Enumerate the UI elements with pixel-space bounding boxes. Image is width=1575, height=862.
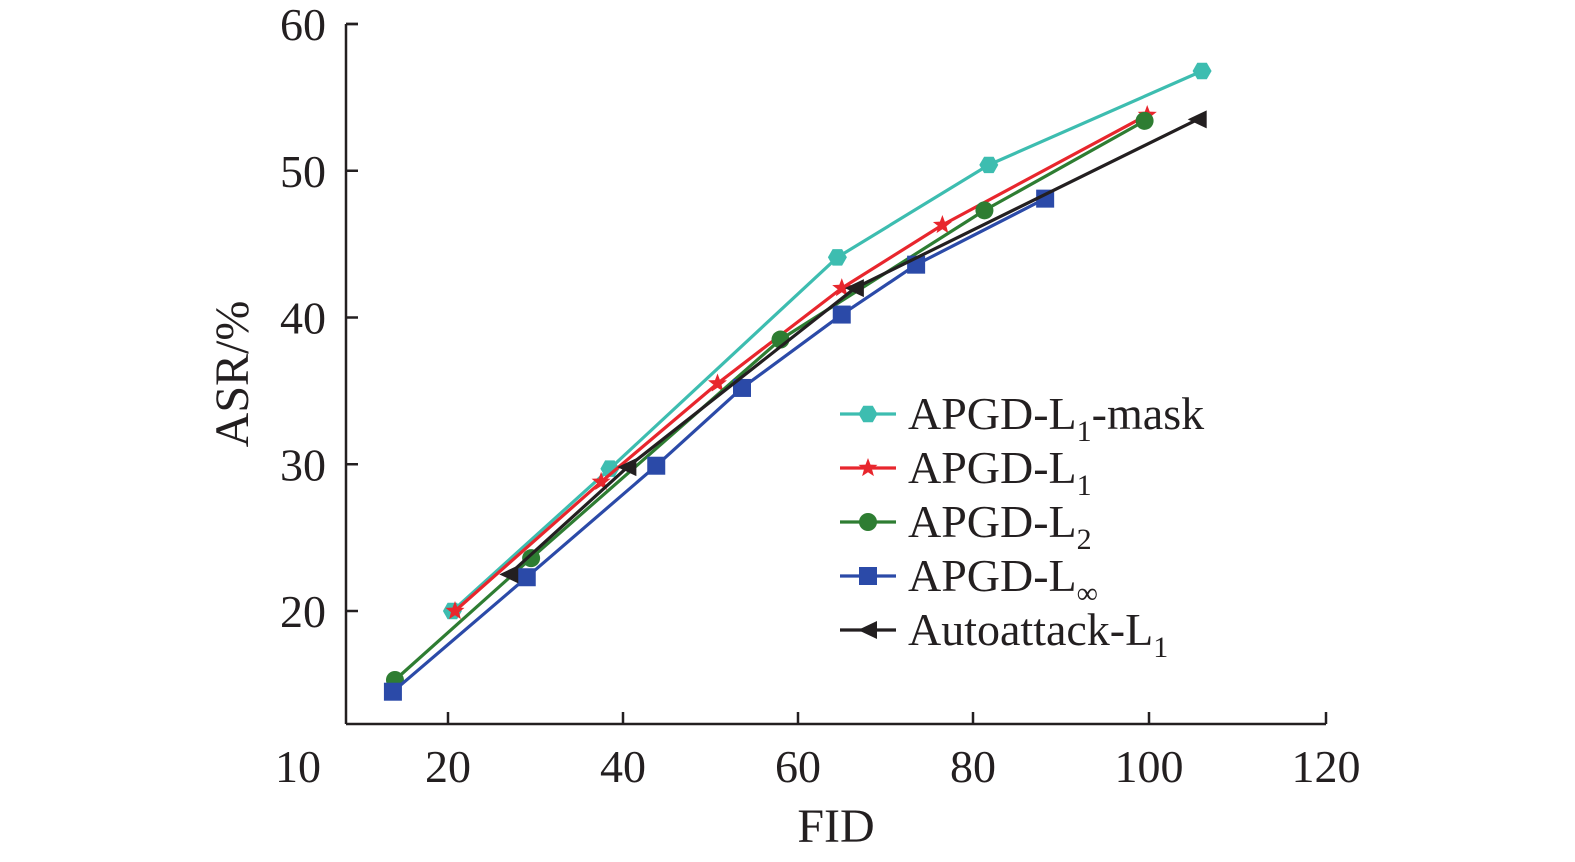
data-point: [591, 471, 611, 490]
legend-label-subscript: 1: [1077, 469, 1092, 502]
y-tick-label: 50: [280, 146, 326, 197]
legend-marker: [858, 621, 877, 639]
series-0: [442, 62, 1212, 620]
legend-label-main: Autoattack-L: [908, 604, 1153, 655]
legend-marker: [858, 405, 878, 423]
x-tick-label: 10: [275, 741, 321, 792]
data-point: [1187, 110, 1207, 129]
legend-entry: APGD-L∞: [840, 550, 1098, 610]
data-point: [844, 279, 864, 298]
legend-label: APGD-L∞: [908, 550, 1098, 610]
y-tick-label: 20: [280, 586, 326, 637]
x-tick-label: 120: [1292, 741, 1361, 792]
data-point: [979, 156, 999, 174]
legend-label-suffix: -mask: [1092, 388, 1204, 439]
legend-label-subscript: 1: [1077, 415, 1092, 448]
legend-label: APGD-L1-mask: [908, 388, 1204, 448]
tick-marks: 10 20 40 60 80 100 120 20 30 40 50 60: [275, 0, 1361, 792]
data-point: [499, 565, 519, 584]
data-point: [832, 278, 852, 297]
x-tick-label: 40: [600, 741, 646, 792]
x-axis-title: FID: [797, 800, 874, 853]
legend-entry: APGD-L1-mask: [840, 388, 1204, 448]
data-point: [1135, 111, 1154, 130]
data-point: [522, 549, 541, 568]
series-3: [383, 189, 1055, 701]
data-point: [517, 568, 536, 587]
x-tick-label: 60: [775, 741, 821, 792]
data-point: [1036, 189, 1055, 208]
legend-label-main: APGD-L: [908, 550, 1077, 601]
legend-label-main: APGD-L: [908, 496, 1077, 547]
series-layer: [383, 62, 1212, 701]
legend-marker: [858, 458, 878, 477]
data-point: [600, 460, 620, 477]
data-point: [827, 249, 847, 266]
legend-label-main: APGD-L: [908, 388, 1077, 439]
data-point: [708, 373, 727, 392]
y-tick-label: 40: [280, 293, 326, 344]
legend-entry: Autoattack-L1: [840, 604, 1168, 664]
legend-label: APGD-L2: [908, 496, 1092, 556]
legend-marker: [859, 567, 877, 585]
data-point: [832, 305, 851, 324]
data-point: [733, 378, 751, 397]
data-point: [1192, 62, 1212, 80]
series-4: [499, 110, 1207, 584]
data-point: [975, 201, 994, 220]
data-point: [445, 601, 465, 620]
data-point: [647, 456, 666, 475]
legend-label: APGD-L1: [908, 442, 1092, 502]
legend-label-subscript: 1: [1153, 631, 1168, 664]
data-point: [383, 682, 402, 701]
x-tick-label: 20: [425, 741, 471, 792]
x-tick-label: 100: [1115, 741, 1184, 792]
y-tick-label: 30: [280, 439, 326, 490]
series-line: [508, 117, 1199, 576]
legend: APGD-L1-maskAPGD-L1APGD-L2APGD-L∞Autoatt…: [840, 388, 1204, 664]
data-point: [617, 458, 637, 477]
legend-entry: APGD-L2: [840, 496, 1092, 556]
legend-entry: APGD-L1: [840, 442, 1092, 502]
data-point: [932, 215, 952, 234]
legend-label: Autoattack-L1: [908, 604, 1168, 664]
legend-label-main: APGD-L: [908, 442, 1077, 493]
x-tick-label: 80: [950, 741, 996, 792]
legend-label-subscript: ∞: [1077, 577, 1098, 610]
y-axis-title: ASR/%: [206, 301, 259, 448]
y-tick-label: 60: [280, 0, 326, 50]
legend-marker: [859, 513, 877, 531]
legend-label-subscript: 2: [1077, 523, 1092, 556]
